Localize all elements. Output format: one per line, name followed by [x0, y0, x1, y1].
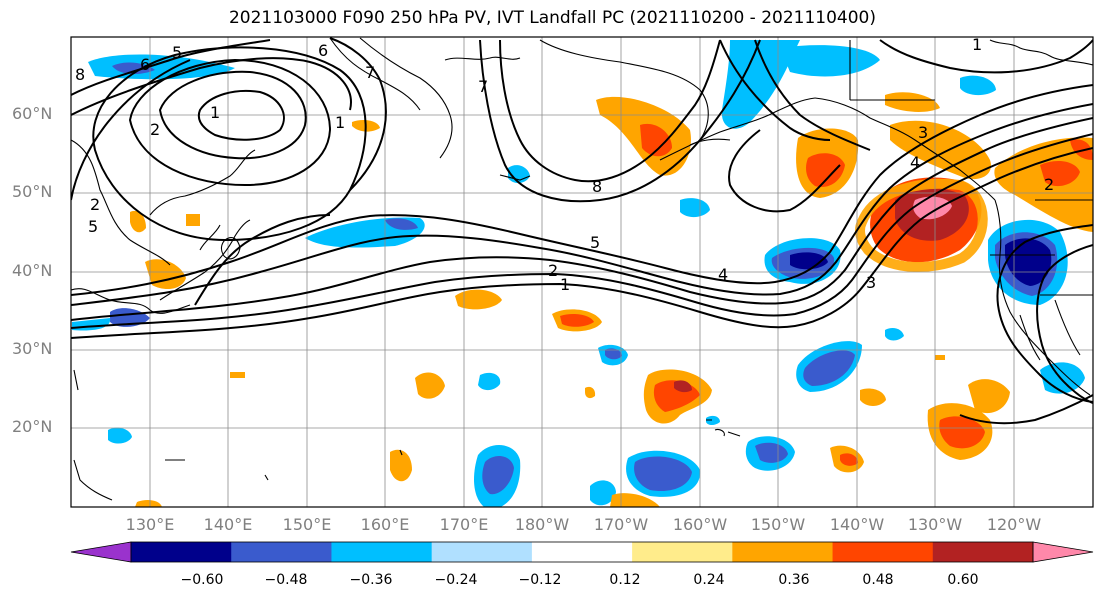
- lon-label: 170°E: [439, 515, 489, 534]
- lon-label: 160°E: [360, 515, 410, 534]
- lon-label: 140°W: [829, 515, 885, 534]
- colorbar-tick-label: −0.48: [264, 572, 308, 588]
- map-title: 2021103000 F090 250 hPa PV, IVT Landfall…: [228, 8, 876, 28]
- colorbar: [70, 541, 1094, 563]
- colorbar-tick-label: 0.36: [778, 572, 810, 588]
- lon-label: 120°W: [986, 515, 1042, 534]
- contour-label: 1: [972, 35, 982, 54]
- contour-labels: 6 5 7 8 1 2 1 2 4 3 5 1 2 4 3 7 8 1 2 6 …: [75, 35, 1054, 294]
- coastlines: [71, 37, 1093, 501]
- contour-label: 3: [866, 273, 876, 292]
- contour-label: 4: [718, 265, 728, 284]
- contour-label: 5: [590, 233, 600, 252]
- map-area: 6 5 7 8 1 2 1 2 4 3 5 1 2 4 3 7 8 1 2 6 …: [71, 35, 1093, 507]
- graticule: [71, 37, 1093, 507]
- colorbar-tick-label: −0.24: [434, 572, 478, 588]
- map-frame: [70, 36, 1094, 508]
- colorbar-tick-label: −0.60: [180, 572, 224, 588]
- colorbar-outline: [130, 541, 1034, 563]
- contour-label: 7: [478, 77, 488, 96]
- contour-label: 7: [365, 63, 375, 82]
- lat-label: 20°N: [12, 417, 53, 436]
- colorbar-tick-label: 0.12: [609, 572, 641, 588]
- lat-label: 30°N: [12, 339, 53, 358]
- contour-label: 5: [88, 217, 98, 236]
- lon-label: 130°E: [125, 515, 175, 534]
- colorbar-tick-label: 0.48: [862, 572, 894, 588]
- contour-label: 1: [560, 275, 570, 294]
- lon-label: 130°W: [907, 515, 963, 534]
- contour-label: 8: [592, 177, 602, 196]
- contour-label: 2: [150, 120, 160, 139]
- lon-label: 180°W: [514, 515, 570, 534]
- contour-label: 2: [1044, 175, 1054, 194]
- contour-label: 6: [140, 55, 150, 74]
- lon-label: 140°E: [203, 515, 253, 534]
- colorbar-extend-low: [70, 541, 132, 563]
- contour-label: 2: [548, 261, 558, 280]
- contour-label: 3: [918, 123, 928, 142]
- lon-label: 170°W: [593, 515, 649, 534]
- colorbar-swatch: [431, 542, 533, 562]
- lon-label: 160°W: [672, 515, 728, 534]
- contour-label: 8: [75, 65, 85, 84]
- colorbar-tick-label: 0.60: [947, 572, 979, 588]
- ivt-shading: [72, 40, 1093, 507]
- lon-label: 150°W: [750, 515, 806, 534]
- contour-label: 1: [335, 113, 345, 132]
- colorbar-swatch: [932, 542, 1034, 562]
- pv-contours: [71, 37, 1093, 425]
- colorbar-swatch: [331, 542, 433, 562]
- lat-label: 60°N: [12, 104, 53, 123]
- contour-label: 1: [210, 103, 220, 122]
- colorbar-swatch: [732, 542, 834, 562]
- contour-label: 5: [172, 43, 182, 62]
- lat-label: 50°N: [12, 182, 53, 201]
- colorbar-tick-label: −0.12: [518, 572, 562, 588]
- colorbar-swatch: [531, 542, 633, 562]
- colorbar-swatch: [832, 542, 934, 562]
- colorbar-swatch: [231, 542, 332, 562]
- colorbar-extend-high: [1032, 541, 1094, 563]
- colorbar-swatch: [131, 542, 232, 562]
- colorbar-tick-label: 0.24: [693, 572, 725, 588]
- contour-label: 6: [318, 41, 328, 60]
- lat-label: 40°N: [12, 261, 53, 280]
- contour-label: 4: [910, 153, 920, 172]
- colorbar-tick-label: −0.36: [349, 572, 393, 588]
- colorbar-swatch: [632, 542, 733, 562]
- contour-label: 2: [90, 195, 100, 214]
- lon-label: 150°E: [282, 515, 332, 534]
